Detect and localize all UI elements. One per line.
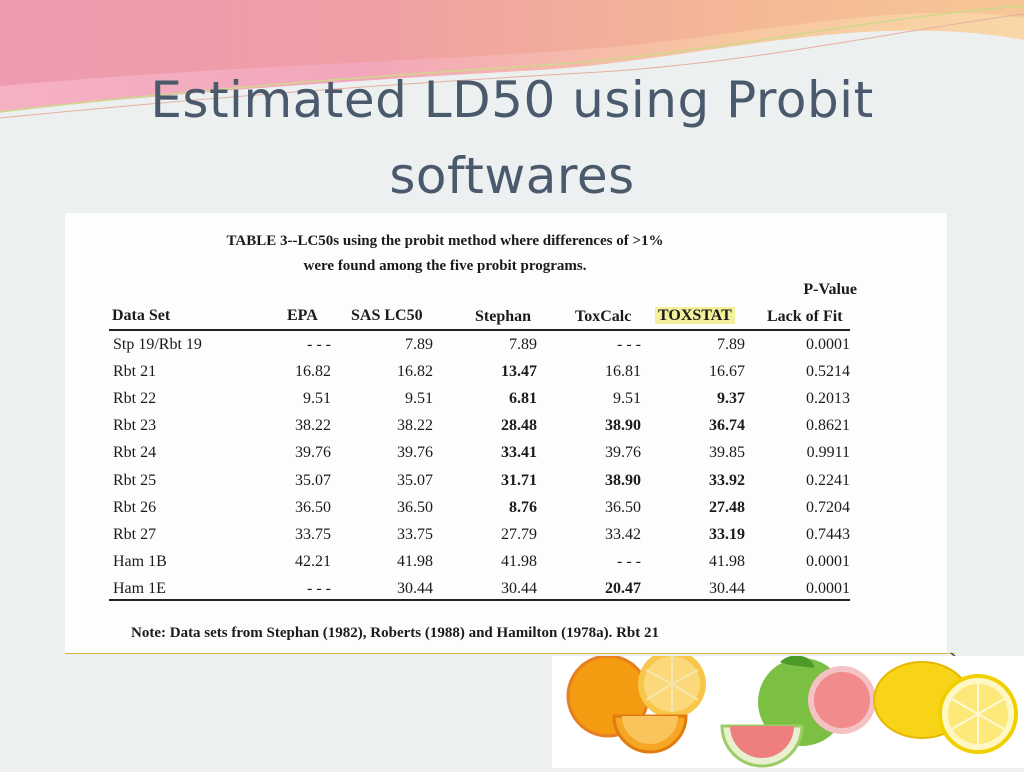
table-cell: 38.90 [605,417,641,435]
header-toxcalc: ToxCalc [575,308,632,325]
table-cell: 20.47 [605,579,641,597]
table-cell: 41.98 [709,552,745,570]
lemon-icon [873,661,1018,754]
table-cell: 27.79 [501,525,537,543]
table-cell: 39.76 [295,444,331,462]
table-cell: 9.51 [405,390,433,408]
table-cell: 33.75 [295,525,331,543]
table-cell: - - - [307,579,331,597]
pvalue-header-top: P-Value [803,281,857,298]
row-label: Stp 19/Rbt 19 [113,336,202,353]
table-cell: 0.7204 [806,498,850,516]
slide-title: Estimated LD50 using Probit softwares [0,62,1024,214]
table-cell: 9.37 [717,390,745,408]
table-cell: 0.0001 [806,579,850,597]
header-toxstat: TOXSTAT [655,307,735,324]
header-sas-lc50: SAS LC50 [351,307,423,324]
table-cell: 38.22 [397,417,433,435]
row-label: Rbt 23 [113,417,157,435]
table-cell: 41.98 [397,552,433,570]
header-rule [109,329,850,331]
table-cell: 30.44 [501,579,537,597]
table-cell: 0.0001 [806,336,850,353]
table-cell: 33.92 [709,471,745,489]
table-cell: 35.07 [295,471,331,489]
table-cell: 36.50 [605,498,641,516]
slide-title-line1: Estimated LD50 using Probit [150,71,874,129]
table-cell: 16.81 [605,363,641,381]
slide-title-line2: softwares [389,147,635,205]
table-cell: 30.44 [709,579,745,597]
table-cell: 38.22 [295,417,331,435]
table-cell: 36.50 [295,498,331,516]
table-cell: 38.90 [605,471,641,489]
table-cell: 39.85 [709,444,745,462]
orange-icon [566,650,706,754]
table-cell: 0.8621 [806,417,850,435]
table-cell: 7.89 [509,336,537,353]
table-cell: 0.0001 [806,552,850,570]
footer-divider [65,653,955,654]
table-cell: 31.71 [501,471,537,489]
table-cell: 0.5214 [806,363,850,381]
table-cell: 30.44 [397,579,433,597]
row-label: Rbt 26 [113,498,157,516]
table-cell: - - - [617,336,641,353]
table-cell: 0.9911 [806,444,850,462]
table-cell: 9.51 [613,390,641,408]
table-cell: - - - [307,336,331,353]
table-cell: 42.21 [295,552,331,570]
header-stephan: Stephan [475,308,532,325]
table-cell: 0.7443 [806,525,850,543]
fruit-image [552,650,1024,768]
row-label: Ham 1E [113,579,166,597]
table-cell: 28.48 [501,417,537,435]
header-swoosh [0,0,1024,119]
table-cell: 33.19 [709,525,745,543]
table-cell: 33.42 [605,525,641,543]
table-cell: 6.81 [509,390,537,408]
footer-rule [109,599,850,601]
row-label: Rbt 24 [113,444,157,462]
table-cell: 35.07 [397,471,433,489]
table-cell: 16.82 [295,363,331,381]
table-cell: 39.76 [605,444,641,462]
row-label: Ham 1B [113,552,167,570]
table-cell: 39.76 [397,444,433,462]
table-cell: - - - [617,552,641,570]
table-caption-line1: TABLE 3--LC50s using the probit method w… [226,233,664,249]
table-cell: 27.48 [709,498,745,516]
table-cell: 13.47 [501,363,537,381]
table-cell: 8.76 [509,498,537,516]
table-caption: TABLE 3--LC50s using the probit method w… [65,229,825,279]
header-lack-of-fit: Lack of Fit [767,308,843,325]
table-cell: 41.98 [501,552,537,570]
table-cell: 9.51 [303,390,331,408]
grapefruit-icon [720,655,876,768]
header-data-set: Data Set [112,307,171,324]
table-cell: 16.67 [709,363,745,381]
table-cell: 0.2013 [806,390,850,408]
table-cell: 33.41 [501,444,537,462]
row-label: Rbt 27 [113,525,157,543]
header-epa: EPA [287,307,318,324]
table-cell: 7.89 [717,336,745,353]
row-label: Rbt 21 [113,363,157,381]
table-image: TABLE 3--LC50s using the probit method w… [65,213,947,653]
row-label: Rbt 22 [113,390,157,408]
table-cell: 16.82 [397,363,433,381]
table-cell: 33.75 [397,525,433,543]
table-cell: 36.50 [397,498,433,516]
table-cell: 0.2241 [806,471,850,489]
table-cell: 7.89 [405,336,433,353]
row-label: Rbt 25 [113,471,157,489]
table-caption-line2: were found among the five probit program… [303,258,587,274]
table-note: Note: Data sets from Stephan (1982), Rob… [131,625,660,641]
table-cell: 36.74 [709,417,745,435]
